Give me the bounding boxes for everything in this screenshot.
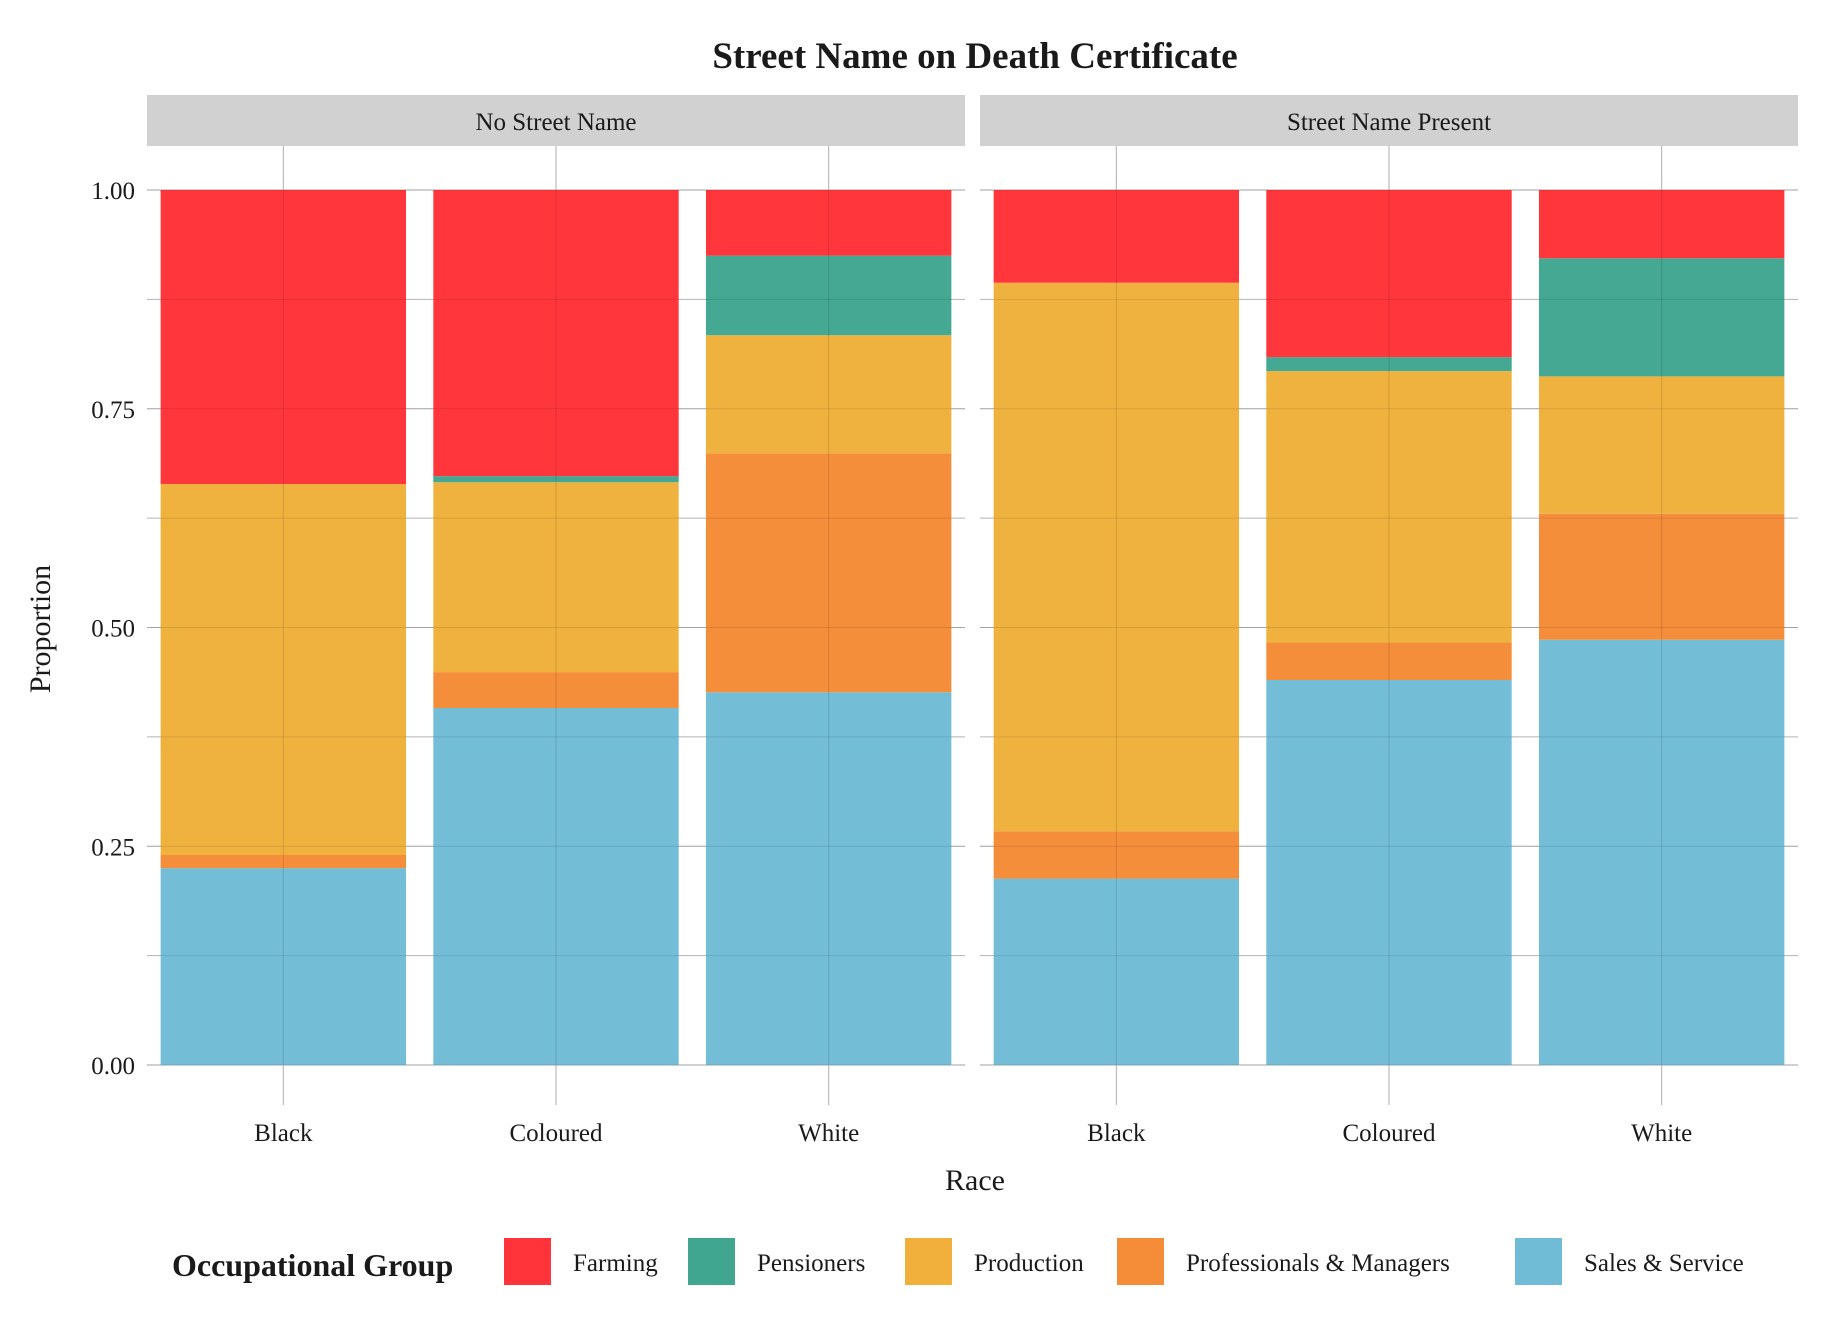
bar-segment-white-production bbox=[1538, 376, 1785, 514]
bar-segment-black-professionals-and-managers bbox=[993, 831, 1240, 879]
legend-label: Farming bbox=[573, 1250, 658, 1277]
y-tick-label: 0.00 bbox=[91, 1053, 135, 1080]
y-tick-label: 0.75 bbox=[91, 397, 135, 424]
bar-segment-black-production bbox=[993, 282, 1240, 832]
x-tick-label-black: Black bbox=[254, 1120, 313, 1147]
facet-strip bbox=[980, 95, 1798, 146]
x-tick-label-coloured: Coloured bbox=[1342, 1120, 1436, 1147]
panel-street-name-present: Street Name Present Black Coloured White bbox=[980, 95, 1798, 1147]
legend-label: Sales & Service bbox=[1584, 1250, 1744, 1277]
bar-segment-coloured-farming bbox=[433, 190, 679, 477]
legend-label: Production bbox=[974, 1250, 1084, 1277]
bar-segment-coloured-professionals-and-managers bbox=[1266, 642, 1512, 680]
legend-entries: Farming Pensioners Production Professionals… bbox=[504, 1238, 1744, 1285]
legend: Occupational Group Farming Pensioners Prod… bbox=[172, 1238, 1744, 1285]
y-tick-label: 0.25 bbox=[91, 834, 135, 861]
x-axis-title: Race bbox=[945, 1164, 1005, 1197]
gridlines-overlay bbox=[980, 189, 1798, 1066]
bar-segment-coloured-pensioners bbox=[433, 476, 679, 483]
y-tick-label: 0.50 bbox=[91, 616, 135, 643]
bar-segment-black-sales-and-service bbox=[160, 868, 407, 1065]
bars bbox=[160, 190, 952, 1065]
x-tick-label-black: Black bbox=[1087, 1120, 1146, 1147]
legend-title: Occupational Group bbox=[172, 1247, 453, 1283]
bar-segment-black-farming bbox=[160, 190, 407, 484]
facet-panels: No Street Name Black Coloured White 0.00 0.25… bbox=[91, 95, 1798, 1147]
bar-segment-white-sales-and-service bbox=[705, 692, 952, 1065]
y-axis-title: Proportion bbox=[24, 565, 57, 693]
facet-strip bbox=[147, 95, 965, 146]
legend-entry-production: Production bbox=[905, 1238, 1084, 1285]
facet-strip-label: No Street Name bbox=[475, 109, 636, 136]
bar-segment-white-sales-and-service bbox=[1538, 639, 1785, 1065]
bar-segment-coloured-pensioners bbox=[1266, 357, 1512, 372]
bar-segment-black-sales-and-service bbox=[993, 878, 1240, 1065]
legend-swatch bbox=[688, 1238, 735, 1285]
legend-label: Pensioners bbox=[757, 1250, 865, 1277]
facet-strip-label: Street Name Present bbox=[1287, 109, 1491, 136]
bar-segment-white-production bbox=[705, 335, 952, 454]
legend-swatch bbox=[1515, 1238, 1562, 1285]
bar-segment-white-farming bbox=[705, 190, 952, 256]
x-tick-label-white: White bbox=[798, 1120, 859, 1147]
bar-segment-white-pensioners bbox=[705, 255, 952, 336]
x-tick-label-coloured: Coloured bbox=[509, 1120, 603, 1147]
legend-entry-farming: Farming bbox=[504, 1238, 658, 1285]
bar-segment-black-production bbox=[160, 484, 407, 855]
bars bbox=[993, 190, 1785, 1065]
panel-no-street-name: No Street Name Black Coloured White 0.00 0.25… bbox=[91, 95, 965, 1147]
bar-segment-black-farming bbox=[993, 190, 1240, 283]
bar-segment-black-professionals-and-managers bbox=[160, 855, 407, 869]
bar-segment-coloured-sales-and-service bbox=[433, 708, 679, 1065]
legend-swatch bbox=[504, 1238, 551, 1285]
gridlines-overlay bbox=[147, 189, 965, 1066]
bar-segment-coloured-sales-and-service bbox=[1266, 680, 1512, 1065]
legend-label: Professionals & Managers bbox=[1186, 1250, 1450, 1277]
bar-segment-coloured-farming bbox=[1266, 190, 1512, 358]
legend-swatch bbox=[905, 1238, 952, 1285]
x-tick-label-white: White bbox=[1631, 1120, 1692, 1147]
bar-segment-white-pensioners bbox=[1538, 258, 1785, 377]
bar-segment-white-farming bbox=[1538, 190, 1785, 259]
bar-segment-white-professionals-and-managers bbox=[705, 453, 952, 693]
legend-swatch bbox=[1117, 1238, 1164, 1285]
bar-segment-coloured-production bbox=[1266, 371, 1512, 643]
bar-segment-coloured-professionals-and-managers bbox=[433, 672, 679, 708]
chart-title: Street Name on Death Certificate bbox=[712, 36, 1237, 77]
legend-entry-professionals-and-managers: Professionals & Managers bbox=[1117, 1238, 1450, 1285]
bar-segment-white-professionals-and-managers bbox=[1538, 513, 1785, 640]
legend-entry-pensioners: Pensioners bbox=[688, 1238, 865, 1285]
y-tick-label: 1.00 bbox=[91, 178, 135, 205]
bar-segment-coloured-production bbox=[433, 482, 679, 673]
legend-entry-sales-and-service: Sales & Service bbox=[1515, 1238, 1744, 1285]
